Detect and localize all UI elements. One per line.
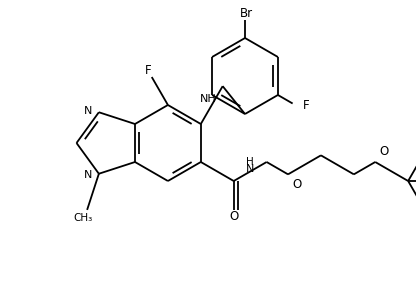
Text: Br: Br <box>240 7 253 21</box>
Text: N: N <box>84 170 92 180</box>
Text: NH: NH <box>200 94 217 103</box>
Text: O: O <box>292 178 301 191</box>
Text: N: N <box>84 106 92 116</box>
Text: O: O <box>229 210 238 223</box>
Text: H: H <box>246 158 254 167</box>
Text: O: O <box>379 145 389 158</box>
Text: N: N <box>246 164 254 175</box>
Text: F: F <box>302 99 309 112</box>
Text: CH₃: CH₃ <box>74 213 93 223</box>
Text: F: F <box>144 63 151 77</box>
